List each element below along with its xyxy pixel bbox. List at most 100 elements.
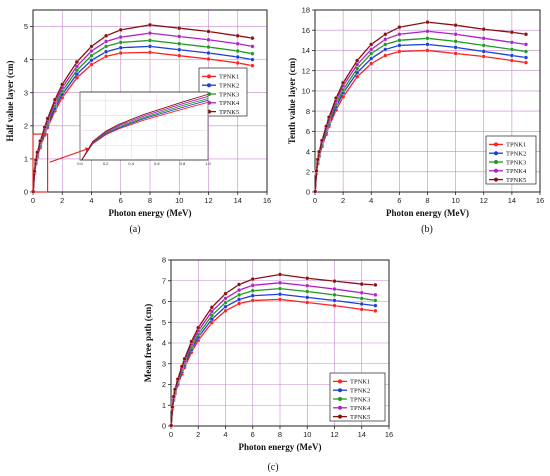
data-point bbox=[250, 298, 255, 303]
data-point bbox=[373, 308, 378, 313]
y-tick-label: 2 bbox=[306, 167, 310, 176]
data-point bbox=[237, 288, 242, 293]
y-tick-label: 5 bbox=[162, 318, 166, 327]
x-tick-label: 10 bbox=[175, 196, 183, 205]
data-point bbox=[481, 36, 486, 41]
x-tick-label: 16 bbox=[536, 196, 544, 205]
inset-x-tick-label: 0.4 bbox=[128, 161, 134, 166]
data-point bbox=[355, 58, 360, 63]
x-tick-label: 14 bbox=[508, 196, 516, 205]
data-point bbox=[206, 45, 211, 50]
chart-panel-1: 0 2 4 6 8 10 12 14 16 0 2 4 6 8 10 12 14 16 18 Photon energ… bbox=[287, 6, 544, 235]
zoom-region-box bbox=[32, 133, 49, 193]
data-point bbox=[341, 80, 346, 85]
y-tick-label: 4 bbox=[306, 147, 310, 156]
x-tick-label: 2 bbox=[60, 196, 64, 205]
legend-label: TPNK5 bbox=[506, 177, 526, 184]
data-point bbox=[74, 68, 79, 73]
data-point bbox=[118, 50, 123, 56]
data-point bbox=[313, 189, 318, 194]
data-point bbox=[369, 47, 374, 52]
data-point bbox=[196, 325, 201, 330]
data-point bbox=[147, 31, 153, 36]
data-point bbox=[173, 387, 178, 392]
x-axis-label: Photon energy (MeV) bbox=[109, 208, 192, 218]
data-point bbox=[237, 301, 242, 306]
data-point bbox=[175, 377, 180, 382]
data-point bbox=[319, 138, 325, 143]
x-tick-label: 12 bbox=[330, 430, 338, 439]
data-point bbox=[177, 41, 182, 46]
y-tick-label: 7 bbox=[162, 276, 166, 285]
data-point bbox=[305, 283, 310, 288]
legend-label: TPNK4 bbox=[506, 168, 527, 175]
data-point bbox=[223, 300, 228, 305]
data-point bbox=[425, 36, 430, 41]
legend-label: TPNK5 bbox=[219, 109, 239, 116]
data-point bbox=[177, 26, 182, 31]
data-point bbox=[35, 150, 40, 155]
data-point bbox=[332, 292, 337, 297]
inset-frame bbox=[79, 91, 209, 161]
data-point bbox=[250, 44, 255, 49]
data-point bbox=[453, 51, 458, 56]
legend-label: TPNK2 bbox=[219, 83, 239, 90]
legend-label: TPNK3 bbox=[506, 159, 526, 166]
legend-label: TPNK1 bbox=[219, 74, 239, 81]
data-point bbox=[359, 307, 364, 312]
data-point bbox=[327, 115, 332, 120]
inset-x-tick-label: 0.2 bbox=[103, 161, 109, 166]
data-point bbox=[209, 305, 214, 310]
legend-label: TPNK5 bbox=[350, 414, 370, 421]
y-tick-label: 8 bbox=[162, 256, 166, 265]
data-point bbox=[206, 56, 211, 62]
x-tick-label: 8 bbox=[278, 430, 282, 439]
data-point bbox=[397, 32, 402, 37]
data-point bbox=[332, 286, 337, 292]
y-tick-label: 1 bbox=[24, 155, 28, 164]
y-axis-label: Mean free path (cm) bbox=[143, 304, 153, 383]
data-point bbox=[147, 38, 153, 43]
data-point bbox=[305, 276, 310, 281]
data-point bbox=[509, 53, 514, 58]
x-tick-label: 0 bbox=[169, 430, 173, 439]
data-point bbox=[509, 30, 514, 35]
x-tick-label: 4 bbox=[223, 430, 227, 439]
data-point bbox=[104, 54, 109, 59]
inset-series-line bbox=[81, 93, 209, 160]
data-point bbox=[118, 45, 123, 50]
y-tick-label: 3 bbox=[162, 359, 166, 368]
data-point bbox=[118, 27, 123, 32]
data-point bbox=[397, 49, 402, 54]
data-point bbox=[369, 42, 374, 47]
data-point bbox=[277, 280, 283, 285]
zoom-arrow-head bbox=[85, 147, 90, 152]
data-point bbox=[523, 42, 528, 47]
data-point bbox=[74, 59, 79, 65]
data-point bbox=[206, 50, 211, 56]
x-tick-label: 8 bbox=[148, 196, 152, 205]
data-point bbox=[235, 60, 240, 65]
data-point bbox=[359, 282, 364, 287]
legend-swatch-marker bbox=[338, 405, 342, 410]
data-point bbox=[250, 293, 255, 298]
data-point bbox=[171, 394, 176, 399]
data-point bbox=[397, 43, 402, 48]
data-point bbox=[182, 356, 187, 361]
data-point bbox=[104, 44, 109, 49]
legend-label: TPNK3 bbox=[350, 396, 370, 403]
data-point bbox=[397, 38, 402, 43]
x-tick-label: 8 bbox=[425, 196, 429, 205]
y-tick-label: 16 bbox=[302, 26, 310, 35]
data-point bbox=[104, 33, 109, 38]
data-point bbox=[481, 43, 486, 48]
legend-swatch-marker bbox=[494, 177, 498, 182]
data-point bbox=[177, 53, 182, 58]
y-tick-label: 0 bbox=[306, 188, 310, 197]
data-point bbox=[237, 297, 242, 302]
data-point bbox=[89, 62, 94, 67]
x-tick-label: 4 bbox=[89, 196, 93, 205]
data-point bbox=[206, 37, 211, 42]
